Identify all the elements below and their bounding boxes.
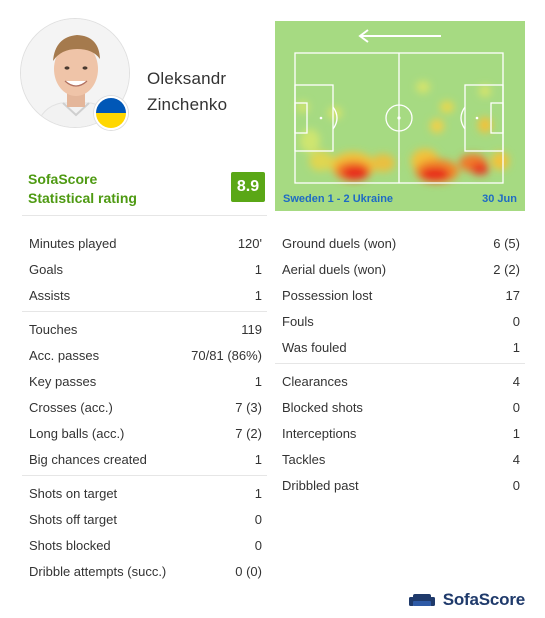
stat-label: Key passes bbox=[29, 373, 97, 389]
stat-row-touches: Touches 119 bbox=[22, 316, 267, 342]
stat-value: 0 (0) bbox=[235, 563, 262, 579]
stat-value: 120' bbox=[237, 235, 262, 251]
stat-label: Interceptions bbox=[282, 425, 357, 441]
stats-right: Ground duels (won) 6 (5) Aerial duels (w… bbox=[275, 230, 525, 505]
stat-row-shots-off-target: Shots off target 0 bbox=[22, 506, 267, 532]
stat-label: Shots off target bbox=[29, 511, 117, 527]
stat-row-ground-duels: Ground duels (won) 6 (5) bbox=[275, 230, 525, 256]
stat-label: Acc. passes bbox=[29, 347, 100, 363]
heat-zones bbox=[297, 81, 509, 183]
stat-row-dribbled-past: Dribbled past 0 bbox=[275, 472, 525, 498]
heatmap-pitch bbox=[294, 29, 509, 184]
stat-label: Blocked shots bbox=[282, 399, 363, 415]
player-last-name: Zinchenko bbox=[147, 95, 228, 114]
stat-row-key-passes: Key passes 1 bbox=[22, 368, 267, 394]
header-divider bbox=[22, 215, 267, 216]
stat-label: Aerial duels (won) bbox=[282, 261, 387, 277]
stats-group-defending: Clearances 4 Blocked shots 0 Interceptio… bbox=[275, 368, 525, 501]
stat-label: Assists bbox=[29, 287, 71, 303]
stat-value: 0 bbox=[512, 399, 520, 415]
stat-value: 0 bbox=[254, 537, 262, 553]
stat-row-big-chances: Big chances created 1 bbox=[22, 446, 267, 472]
stat-row-shots-blocked: Shots blocked 0 bbox=[22, 532, 267, 558]
stat-value: 1 bbox=[512, 339, 520, 355]
sofa-logo-icon bbox=[408, 594, 435, 606]
stat-row-shots-on-target: Shots on target 1 bbox=[22, 480, 267, 506]
stat-row-assists: Assists 1 bbox=[22, 282, 267, 308]
stat-row-tackles: Tackles 4 bbox=[275, 446, 525, 472]
stats-group-passing: Touches 119 Acc. passes 70/81 (86%) Key … bbox=[22, 316, 267, 476]
stat-value: 1 bbox=[512, 425, 520, 441]
rating-label: SofaScore Statistical rating bbox=[28, 170, 137, 208]
stat-label: Clearances bbox=[282, 373, 348, 389]
arrow-left-icon bbox=[358, 29, 441, 43]
stat-label: Dribbled past bbox=[282, 477, 359, 493]
heatmap-match: Sweden 1 - 2 Ukraine bbox=[283, 193, 394, 205]
stat-row-possession-lost: Possession lost 17 bbox=[275, 282, 525, 308]
stat-value: 2 (2) bbox=[493, 261, 520, 277]
stat-row-clearances: Clearances 4 bbox=[275, 368, 525, 394]
stat-label: Minutes played bbox=[29, 235, 117, 251]
stat-label: Fouls bbox=[282, 313, 314, 329]
stat-label: Shots on target bbox=[29, 485, 118, 501]
stat-value: 4 bbox=[512, 451, 520, 467]
player-avatar bbox=[20, 18, 130, 128]
stat-value: 70/81 (86%) bbox=[191, 347, 262, 363]
stat-value: 4 bbox=[512, 373, 520, 389]
heatmap: Sweden 1 - 2 Ukraine 30 Jun bbox=[275, 21, 525, 211]
rating-label-text: Statistical rating bbox=[28, 190, 137, 206]
stat-value: 1 bbox=[254, 451, 262, 467]
stat-row-acc-passes: Acc. passes 70/81 (86%) bbox=[22, 342, 267, 368]
stat-value: 7 (2) bbox=[235, 425, 262, 441]
stat-label: Shots blocked bbox=[29, 537, 111, 553]
stat-value: 1 bbox=[254, 261, 262, 277]
stat-row-blocked-shots: Blocked shots 0 bbox=[275, 394, 525, 420]
stat-value: 0 bbox=[512, 477, 520, 493]
player-name: Oleksandr Zinchenko bbox=[147, 66, 267, 118]
stat-row-minutes-played: Minutes played 120' bbox=[22, 230, 267, 256]
stat-row-dribble-attempts: Dribble attempts (succ.) 0 (0) bbox=[22, 558, 267, 584]
rating-label-brand: SofaScore bbox=[28, 171, 98, 187]
stats-left: Minutes played 120' Goals 1 Assists 1 To… bbox=[22, 230, 267, 591]
brand-name: SofaScore bbox=[442, 590, 525, 609]
player-first-name: Oleksandr bbox=[147, 69, 227, 88]
stats-group-duels: Ground duels (won) 6 (5) Aerial duels (w… bbox=[275, 230, 525, 364]
stat-label: Crosses (acc.) bbox=[29, 399, 113, 415]
stat-value: 1 bbox=[254, 485, 262, 501]
stat-label: Ground duels (won) bbox=[282, 235, 397, 251]
sofascore-brand: SofaScore bbox=[408, 590, 525, 610]
stat-label: Big chances created bbox=[29, 451, 147, 467]
stat-label: Long balls (acc.) bbox=[29, 425, 125, 441]
stats-group-attack: Shots on target 1 Shots off target 0 Sho… bbox=[22, 480, 267, 587]
stat-label: Possession lost bbox=[282, 287, 373, 303]
stat-row-was-fouled: Was fouled 1 bbox=[275, 334, 525, 360]
stat-row-goals: Goals 1 bbox=[22, 256, 267, 282]
stat-row-crosses: Crosses (acc.) 7 (3) bbox=[22, 394, 267, 420]
stat-label: Was fouled bbox=[282, 339, 347, 355]
stat-row-long-balls: Long balls (acc.) 7 (2) bbox=[22, 420, 267, 446]
stat-label: Touches bbox=[29, 321, 78, 337]
rating-badge: 8.9 bbox=[231, 172, 265, 202]
stats-group-general: Minutes played 120' Goals 1 Assists 1 bbox=[22, 230, 267, 312]
stat-value: 17 bbox=[505, 287, 520, 303]
stat-value: 0 bbox=[512, 313, 520, 329]
stat-value: 1 bbox=[254, 287, 262, 303]
stat-label: Dribble attempts (succ.) bbox=[29, 563, 167, 579]
stat-row-aerial-duels: Aerial duels (won) 2 (2) bbox=[275, 256, 525, 282]
stat-label: Tackles bbox=[282, 451, 326, 467]
ukraine-flag-icon bbox=[94, 96, 128, 130]
stat-value: 7 (3) bbox=[235, 399, 262, 415]
stat-label: Goals bbox=[29, 261, 63, 277]
heatmap-date: 30 Jun bbox=[482, 193, 517, 205]
stat-row-interceptions: Interceptions 1 bbox=[275, 420, 525, 446]
player-photo-icon bbox=[21, 19, 129, 127]
stat-value: 0 bbox=[254, 511, 262, 527]
stat-value: 119 bbox=[241, 321, 262, 337]
stat-value: 6 (5) bbox=[493, 235, 520, 251]
stat-value: 1 bbox=[254, 373, 262, 389]
stat-row-fouls: Fouls 0 bbox=[275, 308, 525, 334]
pitch-lines bbox=[294, 52, 504, 184]
